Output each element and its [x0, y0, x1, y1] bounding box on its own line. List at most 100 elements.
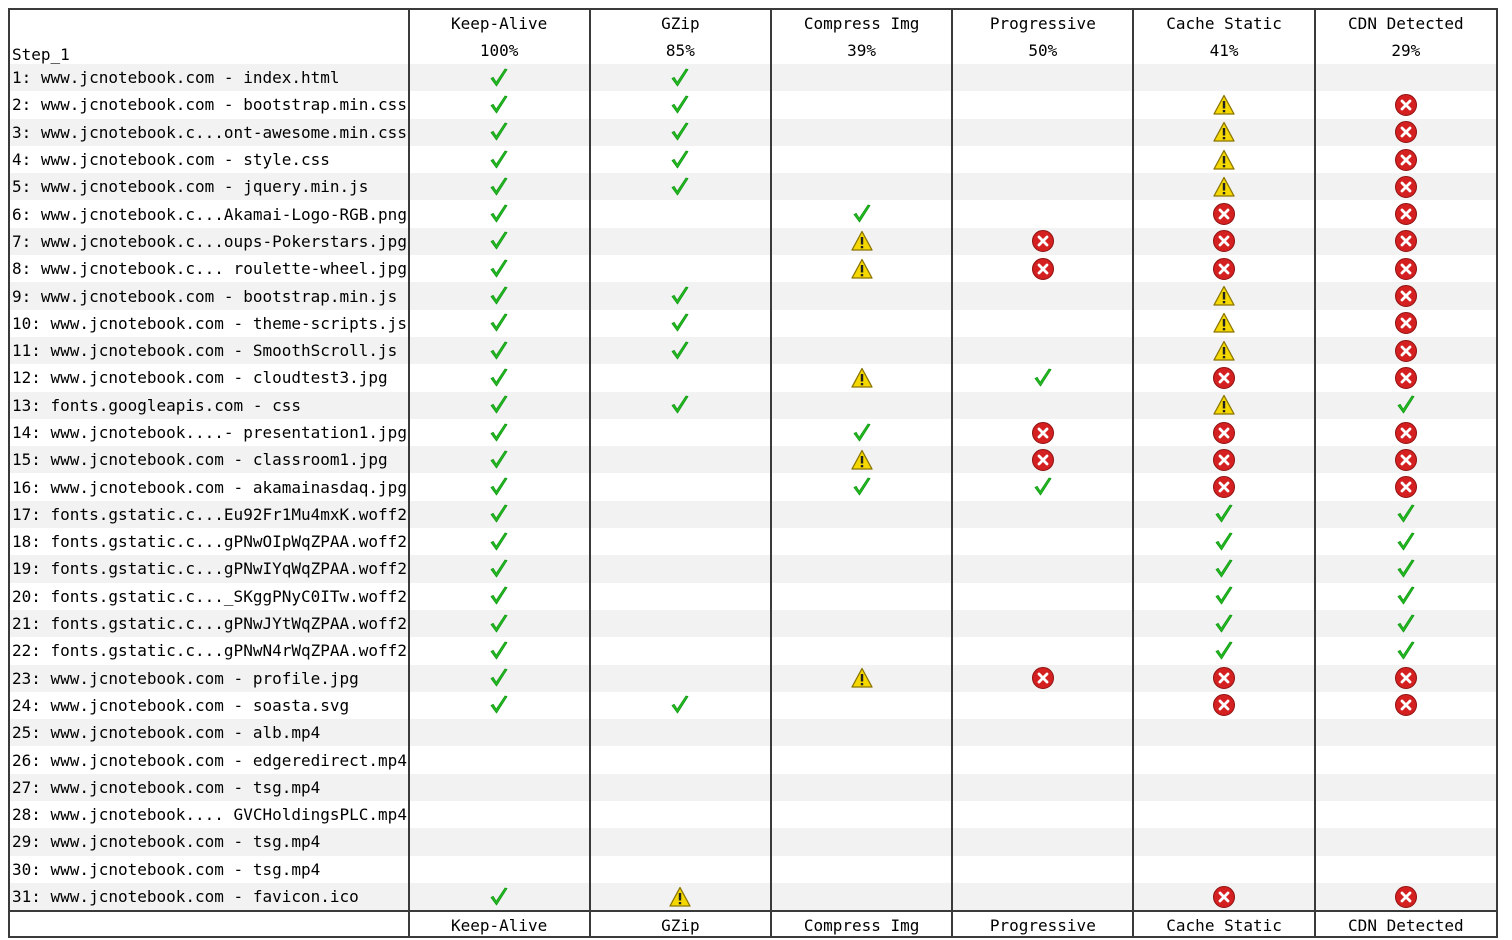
error-icon — [1212, 421, 1236, 445]
request-row: 23: www.jcnotebook.com - profile.jpg — [10, 664, 1496, 692]
check-cell-cache-static — [1132, 118, 1315, 146]
check-cell-progressive — [951, 64, 1134, 92]
request-url: 19: fonts.gstatic.c...gPNwIYqWqZPAA.woff… — [10, 555, 409, 583]
check-cell-progressive — [951, 528, 1134, 556]
request-url: 11: www.jcnotebook.com - SmoothScroll.js — [10, 336, 409, 365]
optimization-checklist-table: Keep-Alive GZip Compress Img Progressive… — [10, 10, 1496, 936]
check-cell-cdn-detected — [1313, 664, 1496, 692]
check-cell-gzip — [588, 828, 771, 856]
check-cell-compress-img — [769, 173, 953, 201]
check-cell-cache-static — [1132, 200, 1315, 228]
check-cell-keep-alive — [407, 637, 590, 665]
check-cell-cache-static — [1132, 719, 1315, 747]
check-cell-progressive — [951, 91, 1134, 119]
check-cell-gzip — [588, 145, 771, 174]
check-cell-compress-img — [769, 255, 953, 283]
check-icon — [850, 475, 874, 499]
check-cell-compress-img — [769, 882, 953, 912]
check-icon — [850, 202, 874, 226]
check-cell-cache-static — [1132, 227, 1315, 256]
request-row: 16: www.jcnotebook.com - akamainasdaq.jp… — [10, 473, 1496, 501]
check-cell-progressive — [951, 446, 1134, 474]
col-header-compress-img: Compress Img — [769, 10, 953, 37]
error-icon — [1394, 311, 1418, 335]
check-cell-progressive — [951, 200, 1134, 228]
check-cell-cache-static — [1132, 446, 1315, 474]
check-cell-progressive — [951, 336, 1134, 365]
score-cache-static: 41% — [1132, 37, 1315, 64]
check-cell-cdn-detected — [1313, 64, 1496, 92]
error-icon — [1394, 202, 1418, 226]
error-icon — [1394, 339, 1418, 363]
error-icon — [1394, 93, 1418, 117]
check-cell-cdn-detected — [1313, 609, 1496, 638]
request-row: 13: fonts.googleapis.com - css — [10, 391, 1496, 419]
check-cell-cache-static — [1132, 609, 1315, 638]
request-row: 8: www.jcnotebook.c... roulette-wheel.jp… — [10, 255, 1496, 283]
request-row: 6: www.jcnotebook.c...Akamai-Logo-RGB.pn… — [10, 200, 1496, 228]
check-cell-gzip — [588, 64, 771, 92]
check-cell-keep-alive — [407, 500, 590, 529]
check-cell-progressive — [951, 173, 1134, 201]
warning-icon — [1212, 93, 1236, 117]
check-cell-keep-alive — [407, 173, 590, 201]
check-cell-keep-alive — [407, 882, 590, 912]
step-header-spacer — [10, 10, 409, 37]
check-cell-gzip — [588, 746, 771, 774]
check-cell-progressive — [951, 391, 1134, 419]
col-header-cdn-detected: CDN Detected — [1313, 10, 1496, 37]
check-icon — [487, 421, 511, 445]
check-cell-gzip — [588, 801, 771, 829]
check-cell-keep-alive — [407, 746, 590, 774]
score-gzip: 85% — [588, 37, 771, 64]
footer-gzip: GZip — [588, 910, 771, 936]
request-url: 27: www.jcnotebook.com - tsg.mp4 — [10, 773, 409, 802]
check-cell-progressive — [951, 855, 1134, 883]
check-cell-gzip — [588, 664, 771, 692]
check-cell-keep-alive — [407, 118, 590, 146]
footer-keep-alive: Keep-Alive — [407, 910, 590, 936]
check-icon — [1212, 502, 1236, 526]
check-cell-progressive — [951, 500, 1134, 529]
check-icon — [1394, 612, 1418, 636]
check-cell-cdn-detected — [1313, 582, 1496, 610]
check-icon — [487, 284, 511, 308]
check-icon — [1212, 584, 1236, 608]
score-cdn-detected: 29% — [1313, 37, 1496, 64]
check-cell-progressive — [951, 582, 1134, 610]
check-cell-compress-img — [769, 555, 953, 583]
request-url: 9: www.jcnotebook.com - bootstrap.min.js — [10, 282, 409, 310]
check-cell-compress-img — [769, 118, 953, 146]
check-cell-cache-static — [1132, 309, 1315, 337]
check-cell-cache-static — [1132, 145, 1315, 174]
check-cell-progressive — [951, 691, 1134, 720]
request-url: 15: www.jcnotebook.com - classroom1.jpg — [10, 446, 409, 474]
request-url: 7: www.jcnotebook.c...oups-Pokerstars.jp… — [10, 227, 409, 256]
check-cell-compress-img — [769, 336, 953, 365]
check-cell-cache-static — [1132, 637, 1315, 665]
request-row: 3: www.jcnotebook.c...ont-awesome.min.cs… — [10, 118, 1496, 146]
request-row: 15: www.jcnotebook.com - classroom1.jpg — [10, 446, 1496, 474]
request-url: 18: fonts.gstatic.c...gPNwOIpWqZPAA.woff… — [10, 528, 409, 556]
check-icon — [668, 148, 692, 172]
error-icon — [1212, 366, 1236, 390]
check-icon — [487, 175, 511, 199]
check-icon — [850, 421, 874, 445]
check-cell-cdn-detected — [1313, 118, 1496, 146]
check-cell-gzip — [588, 173, 771, 201]
check-cell-compress-img — [769, 282, 953, 310]
check-cell-cache-static — [1132, 364, 1315, 392]
check-cell-keep-alive — [407, 528, 590, 556]
check-cell-cache-static — [1132, 555, 1315, 583]
check-icon — [1031, 366, 1055, 390]
error-icon — [1394, 148, 1418, 172]
check-cell-keep-alive — [407, 855, 590, 883]
error-icon — [1212, 885, 1236, 909]
check-cell-keep-alive — [407, 555, 590, 583]
request-url: 10: www.jcnotebook.com - theme-scripts.j… — [10, 309, 409, 337]
check-icon — [487, 66, 511, 90]
request-url: 21: fonts.gstatic.c...gPNwJYtWqZPAA.woff… — [10, 609, 409, 638]
request-url: 26: www.jcnotebook.com - edgeredirect.mp… — [10, 746, 409, 774]
header-score-row: Step_1 100% 85% 39% 50% 41% 29% — [10, 37, 1496, 64]
error-icon — [1394, 421, 1418, 445]
